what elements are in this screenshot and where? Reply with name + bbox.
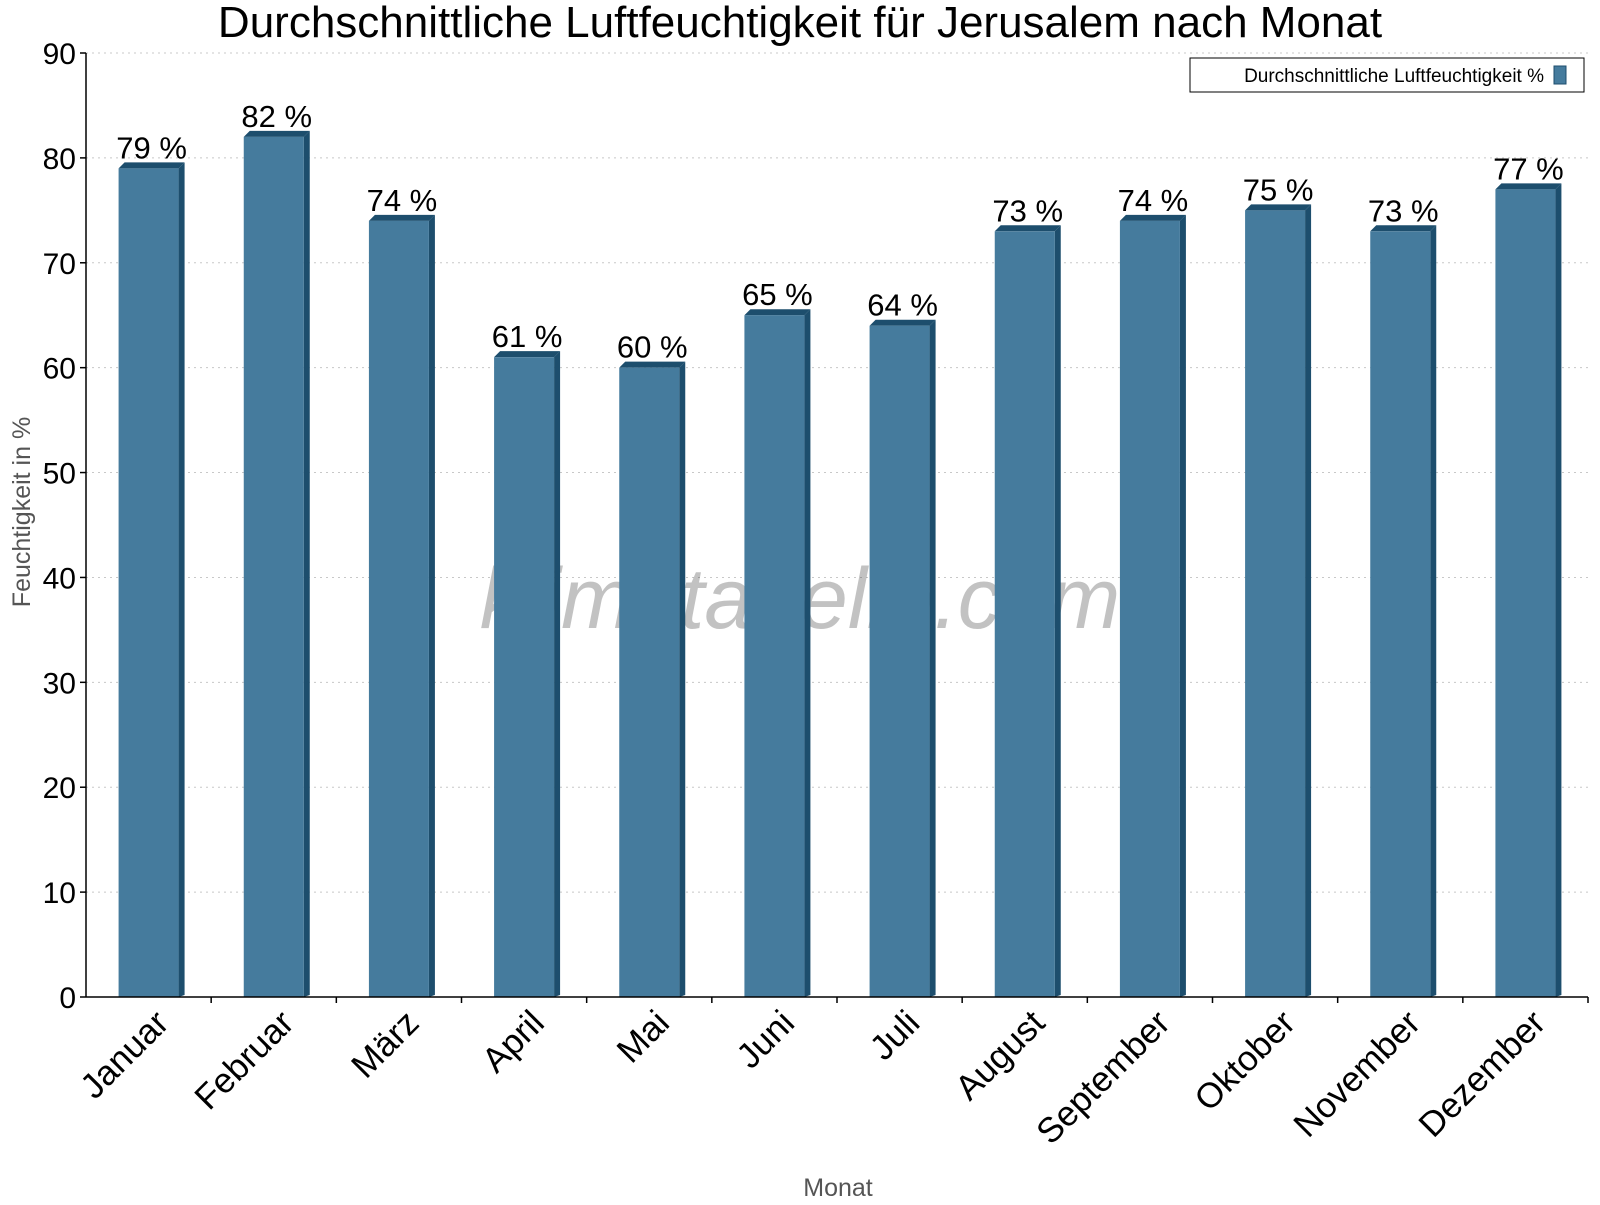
bar-front-5: [744, 315, 805, 997]
legend: Durchschnittliche Luftfeuchtigkeit %: [1189, 57, 1585, 93]
y-tick-label-8: 80: [43, 143, 76, 176]
x-tick-label-11: Dezember: [1411, 1003, 1553, 1145]
bar-side-7: [1054, 225, 1061, 998]
bar-2: [368, 214, 435, 998]
y-tick-label-3: 30: [43, 667, 76, 700]
bar-front-11: [1495, 189, 1556, 997]
bar-front-6: [869, 325, 930, 997]
y-tick-label-4: 40: [43, 562, 76, 595]
bar-side-1: [303, 130, 310, 997]
bar-7: [994, 225, 1061, 998]
x-ticks: Januar Februar März April Mai Juni Juli AugustS…: [73, 997, 1589, 1152]
bar-front-2: [368, 220, 429, 998]
bar-6: [869, 319, 936, 997]
bar-top-10: [1370, 225, 1437, 232]
bar-5: [744, 309, 811, 997]
data-label-5: 65 %: [742, 277, 813, 312]
data-label-3: 61 %: [492, 319, 563, 354]
data-label-7: 73 %: [992, 193, 1063, 228]
x-tick-label-5: Juni: [729, 1003, 802, 1076]
gridlines: [86, 52, 1588, 893]
bar-top-7: [994, 225, 1061, 232]
bar-side-9: [1305, 204, 1312, 998]
bar-top-2: [368, 214, 435, 221]
bar-top-5: [744, 309, 811, 316]
bar-front-0: [118, 168, 179, 997]
bar-side-2: [428, 214, 435, 998]
x-tick-label-0: Januar: [73, 1003, 176, 1106]
bar-11: [1495, 183, 1562, 997]
bar-3: [494, 351, 561, 998]
bar-front-1: [243, 136, 304, 997]
bar-side-3: [554, 351, 561, 998]
bar-side-0: [178, 162, 185, 997]
y-tick-label-6: 60: [43, 353, 76, 386]
data-label-1: 82 %: [241, 99, 312, 134]
x-tick-label-6: Juli: [863, 1003, 928, 1068]
data-label-4: 60 %: [617, 330, 688, 365]
bar-front-7: [994, 231, 1055, 998]
bar-top-9: [1245, 204, 1312, 211]
bar-0: [118, 162, 185, 997]
x-tick-label-1: Februar: [187, 1003, 301, 1117]
x-tick-label-9: Oktober: [1187, 1003, 1303, 1119]
bar-10: [1370, 225, 1437, 998]
bar-4: [619, 361, 686, 998]
y-tick-label-2: 20: [43, 772, 76, 805]
chart-title: Durchschnittliche Luftfeuchtigkeit für J…: [218, 0, 1382, 47]
x-tick-label-2: März: [344, 1003, 427, 1086]
bar-8: [1119, 214, 1186, 998]
bar-top-4: [619, 361, 686, 368]
data-label-10: 73 %: [1368, 193, 1439, 228]
bar-top-6: [869, 319, 936, 326]
data-label-2: 74 %: [367, 183, 438, 218]
legend-label: Durchschnittliche Luftfeuchtigkeit %: [1244, 66, 1544, 87]
bar-front-4: [619, 367, 680, 998]
bar-side-11: [1555, 183, 1562, 997]
bar-top-1: [243, 130, 310, 137]
bars: [118, 130, 1562, 998]
bar-front-10: [1370, 231, 1431, 998]
data-label-9: 75 %: [1243, 172, 1314, 207]
data-label-6: 64 %: [867, 288, 938, 323]
bar-top-8: [1119, 214, 1186, 221]
x-tick-label-4: Mai: [609, 1003, 676, 1070]
y-tick-label-1: 10: [43, 877, 76, 910]
y-tick-label-7: 70: [43, 248, 76, 281]
legend-box: [1189, 57, 1585, 93]
axes: [85, 53, 1588, 998]
legend-swatch: [1553, 65, 1567, 85]
bar-front-8: [1119, 220, 1180, 998]
y-ticks: 0 10 20 30 40 50 60 70 80 90: [43, 38, 86, 1015]
bar-top-3: [494, 351, 561, 358]
data-label-11: 77 %: [1493, 151, 1564, 186]
bar-1: [243, 130, 310, 997]
bar-front-3: [494, 357, 555, 998]
bar-side-10: [1430, 225, 1437, 998]
bar-side-5: [804, 309, 811, 997]
x-tick-label-3: April: [475, 1003, 552, 1080]
bar-top-0: [118, 162, 185, 169]
y-tick-label-0: 0: [59, 982, 76, 1015]
x-tick-label-7: August: [948, 1003, 1053, 1108]
y-tick-label-9: 90: [43, 38, 76, 71]
data-labels: 79 % 82 % 74 % 61 % 60 % 65 % 64 % 73 % 74 % 75 %…: [116, 99, 1564, 365]
bar-side-6: [929, 319, 936, 997]
data-label-8: 74 %: [1118, 183, 1189, 218]
bar-9: [1245, 204, 1312, 998]
bar-side-4: [679, 361, 686, 998]
x-tick-label-10: November: [1286, 1003, 1428, 1145]
bar-front-9: [1245, 210, 1306, 998]
x-tick-label-8: September: [1029, 1003, 1178, 1152]
x-axis-title: Monat: [803, 1174, 873, 1200]
bar-top-11: [1495, 183, 1562, 190]
data-label-0: 79 %: [116, 130, 187, 165]
bar-side-8: [1179, 214, 1186, 998]
y-axis-title: Feuchtigkeit in %: [8, 417, 36, 607]
y-tick-label-5: 50: [43, 458, 76, 491]
